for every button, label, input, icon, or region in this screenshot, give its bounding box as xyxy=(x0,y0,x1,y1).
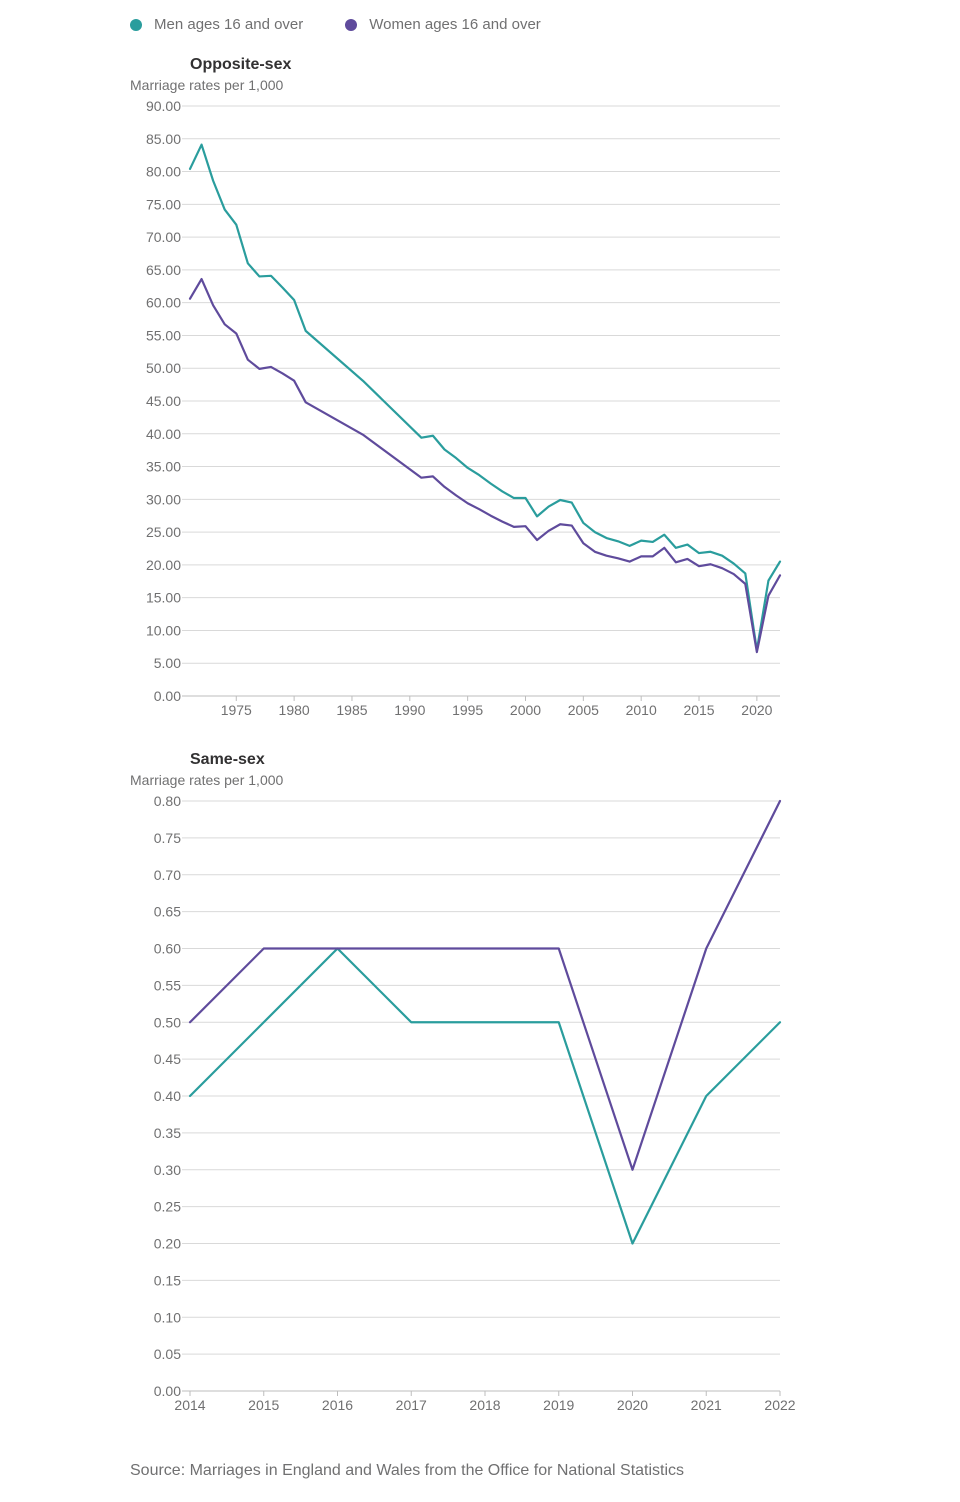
legend-men-label: Men ages 16 and over xyxy=(154,16,304,33)
y-tick-label: 20.00 xyxy=(146,557,181,573)
y-tick-label: 0.00 xyxy=(154,1383,181,1399)
y-tick-label: 0.05 xyxy=(154,1346,181,1362)
x-tick-label: 1980 xyxy=(279,702,310,718)
x-tick-label: 2019 xyxy=(543,1397,574,1413)
y-tick-label: 0.40 xyxy=(154,1088,181,1104)
y-tick-label: 30.00 xyxy=(146,491,181,507)
x-tick-label: 2020 xyxy=(741,702,772,718)
same-sex-chart: 0.00 0.05 0.10 0.15 0.20 0.25 0.30 0.35 0.40 0.45… xyxy=(154,793,796,1413)
y-tick-label: 0.70 xyxy=(154,867,181,883)
x-tick-label: 2015 xyxy=(248,1397,279,1413)
same-sex-chart-title: Same-sex xyxy=(190,751,265,768)
opposite-sex-series-line-women[interactable] xyxy=(188,277,782,654)
y-tick-label: 80.00 xyxy=(146,164,181,180)
y-tick-label: 25.00 xyxy=(146,524,181,540)
y-tick-label: 0.35 xyxy=(154,1125,181,1141)
y-tick-label: 0.20 xyxy=(154,1236,181,1252)
legend-women-label: Women ages 16 and over xyxy=(369,16,541,33)
opposite-sex-series-line-men[interactable] xyxy=(188,143,782,652)
y-tick-label: 0.75 xyxy=(154,830,181,846)
x-tick-label: 2014 xyxy=(174,1397,205,1413)
opposite-sex-chart-title: Opposite-sex xyxy=(190,56,292,73)
y-tick-label: 85.00 xyxy=(146,131,181,147)
x-tick-label: 2018 xyxy=(469,1397,500,1413)
y-tick-label: 40.00 xyxy=(146,426,181,442)
x-tick-label: 2021 xyxy=(691,1397,722,1413)
legend: Men ages 16 and over Women ages 16 and o… xyxy=(130,16,541,33)
opposite-sex-chart: 0.00 5.00 10.00 15.00 20.00 25.00 30.00 35.00 40… xyxy=(146,98,782,718)
y-tick-label: 0.65 xyxy=(154,904,181,920)
y-tick-label: 0.25 xyxy=(154,1199,181,1215)
x-tick-label: 2017 xyxy=(396,1397,427,1413)
x-tick-label: 2020 xyxy=(617,1397,648,1413)
y-tick-label: 70.00 xyxy=(146,229,181,245)
x-tick-label: 2015 xyxy=(683,702,714,718)
y-tick-label: 0.15 xyxy=(154,1272,181,1288)
x-tick-label: 2005 xyxy=(568,702,599,718)
same-sex-y-axis-label: Marriage rates per 1,000 xyxy=(130,772,284,788)
y-tick-label: 0.30 xyxy=(154,1162,181,1178)
legend-men-marker xyxy=(130,18,142,31)
y-tick-label: 90.00 xyxy=(146,98,181,114)
y-tick-label: 15.00 xyxy=(146,590,181,606)
legend-women-marker xyxy=(345,18,358,31)
y-tick-label: 10.00 xyxy=(146,622,181,638)
x-tick-label: 1990 xyxy=(394,702,425,718)
y-tick-label: 65.00 xyxy=(146,262,181,278)
x-tick-label: 2016 xyxy=(322,1397,353,1413)
y-tick-label: 0.55 xyxy=(154,977,181,993)
y-tick-label: 0.00 xyxy=(154,688,181,704)
opposite-sex-y-axis-label: Marriage rates per 1,000 xyxy=(130,77,284,93)
x-tick-label: 1995 xyxy=(452,702,483,718)
y-tick-label: 75.00 xyxy=(146,196,181,212)
y-tick-label: 45.00 xyxy=(146,393,181,409)
same-sex-series-line-women[interactable] xyxy=(188,799,782,1171)
y-tick-label: 55.00 xyxy=(146,327,181,343)
x-tick-label: 2000 xyxy=(510,702,541,718)
x-tick-label: 2010 xyxy=(626,702,657,718)
y-tick-label: 35.00 xyxy=(146,459,181,475)
x-tick-label: 1975 xyxy=(221,702,252,718)
y-tick-label: 50.00 xyxy=(146,360,181,376)
same-sex-series-line-men[interactable] xyxy=(188,947,782,1245)
source-note: Source: Marriages in England and Wales f… xyxy=(130,1462,685,1479)
y-tick-label: 0.10 xyxy=(154,1309,181,1325)
y-tick-label: 5.00 xyxy=(154,655,181,671)
y-tick-label: 0.45 xyxy=(154,1051,181,1067)
legend-item-men[interactable]: Men ages 16 and over xyxy=(130,16,303,33)
y-tick-label: 0.60 xyxy=(154,941,181,957)
y-tick-label: 0.80 xyxy=(154,793,181,809)
x-tick-label: 2022 xyxy=(764,1397,795,1413)
y-tick-label: 60.00 xyxy=(146,295,181,311)
y-tick-label: 0.50 xyxy=(154,1014,181,1030)
legend-item-women[interactable]: Women ages 16 and over xyxy=(345,16,541,33)
x-tick-label: 1985 xyxy=(336,702,367,718)
